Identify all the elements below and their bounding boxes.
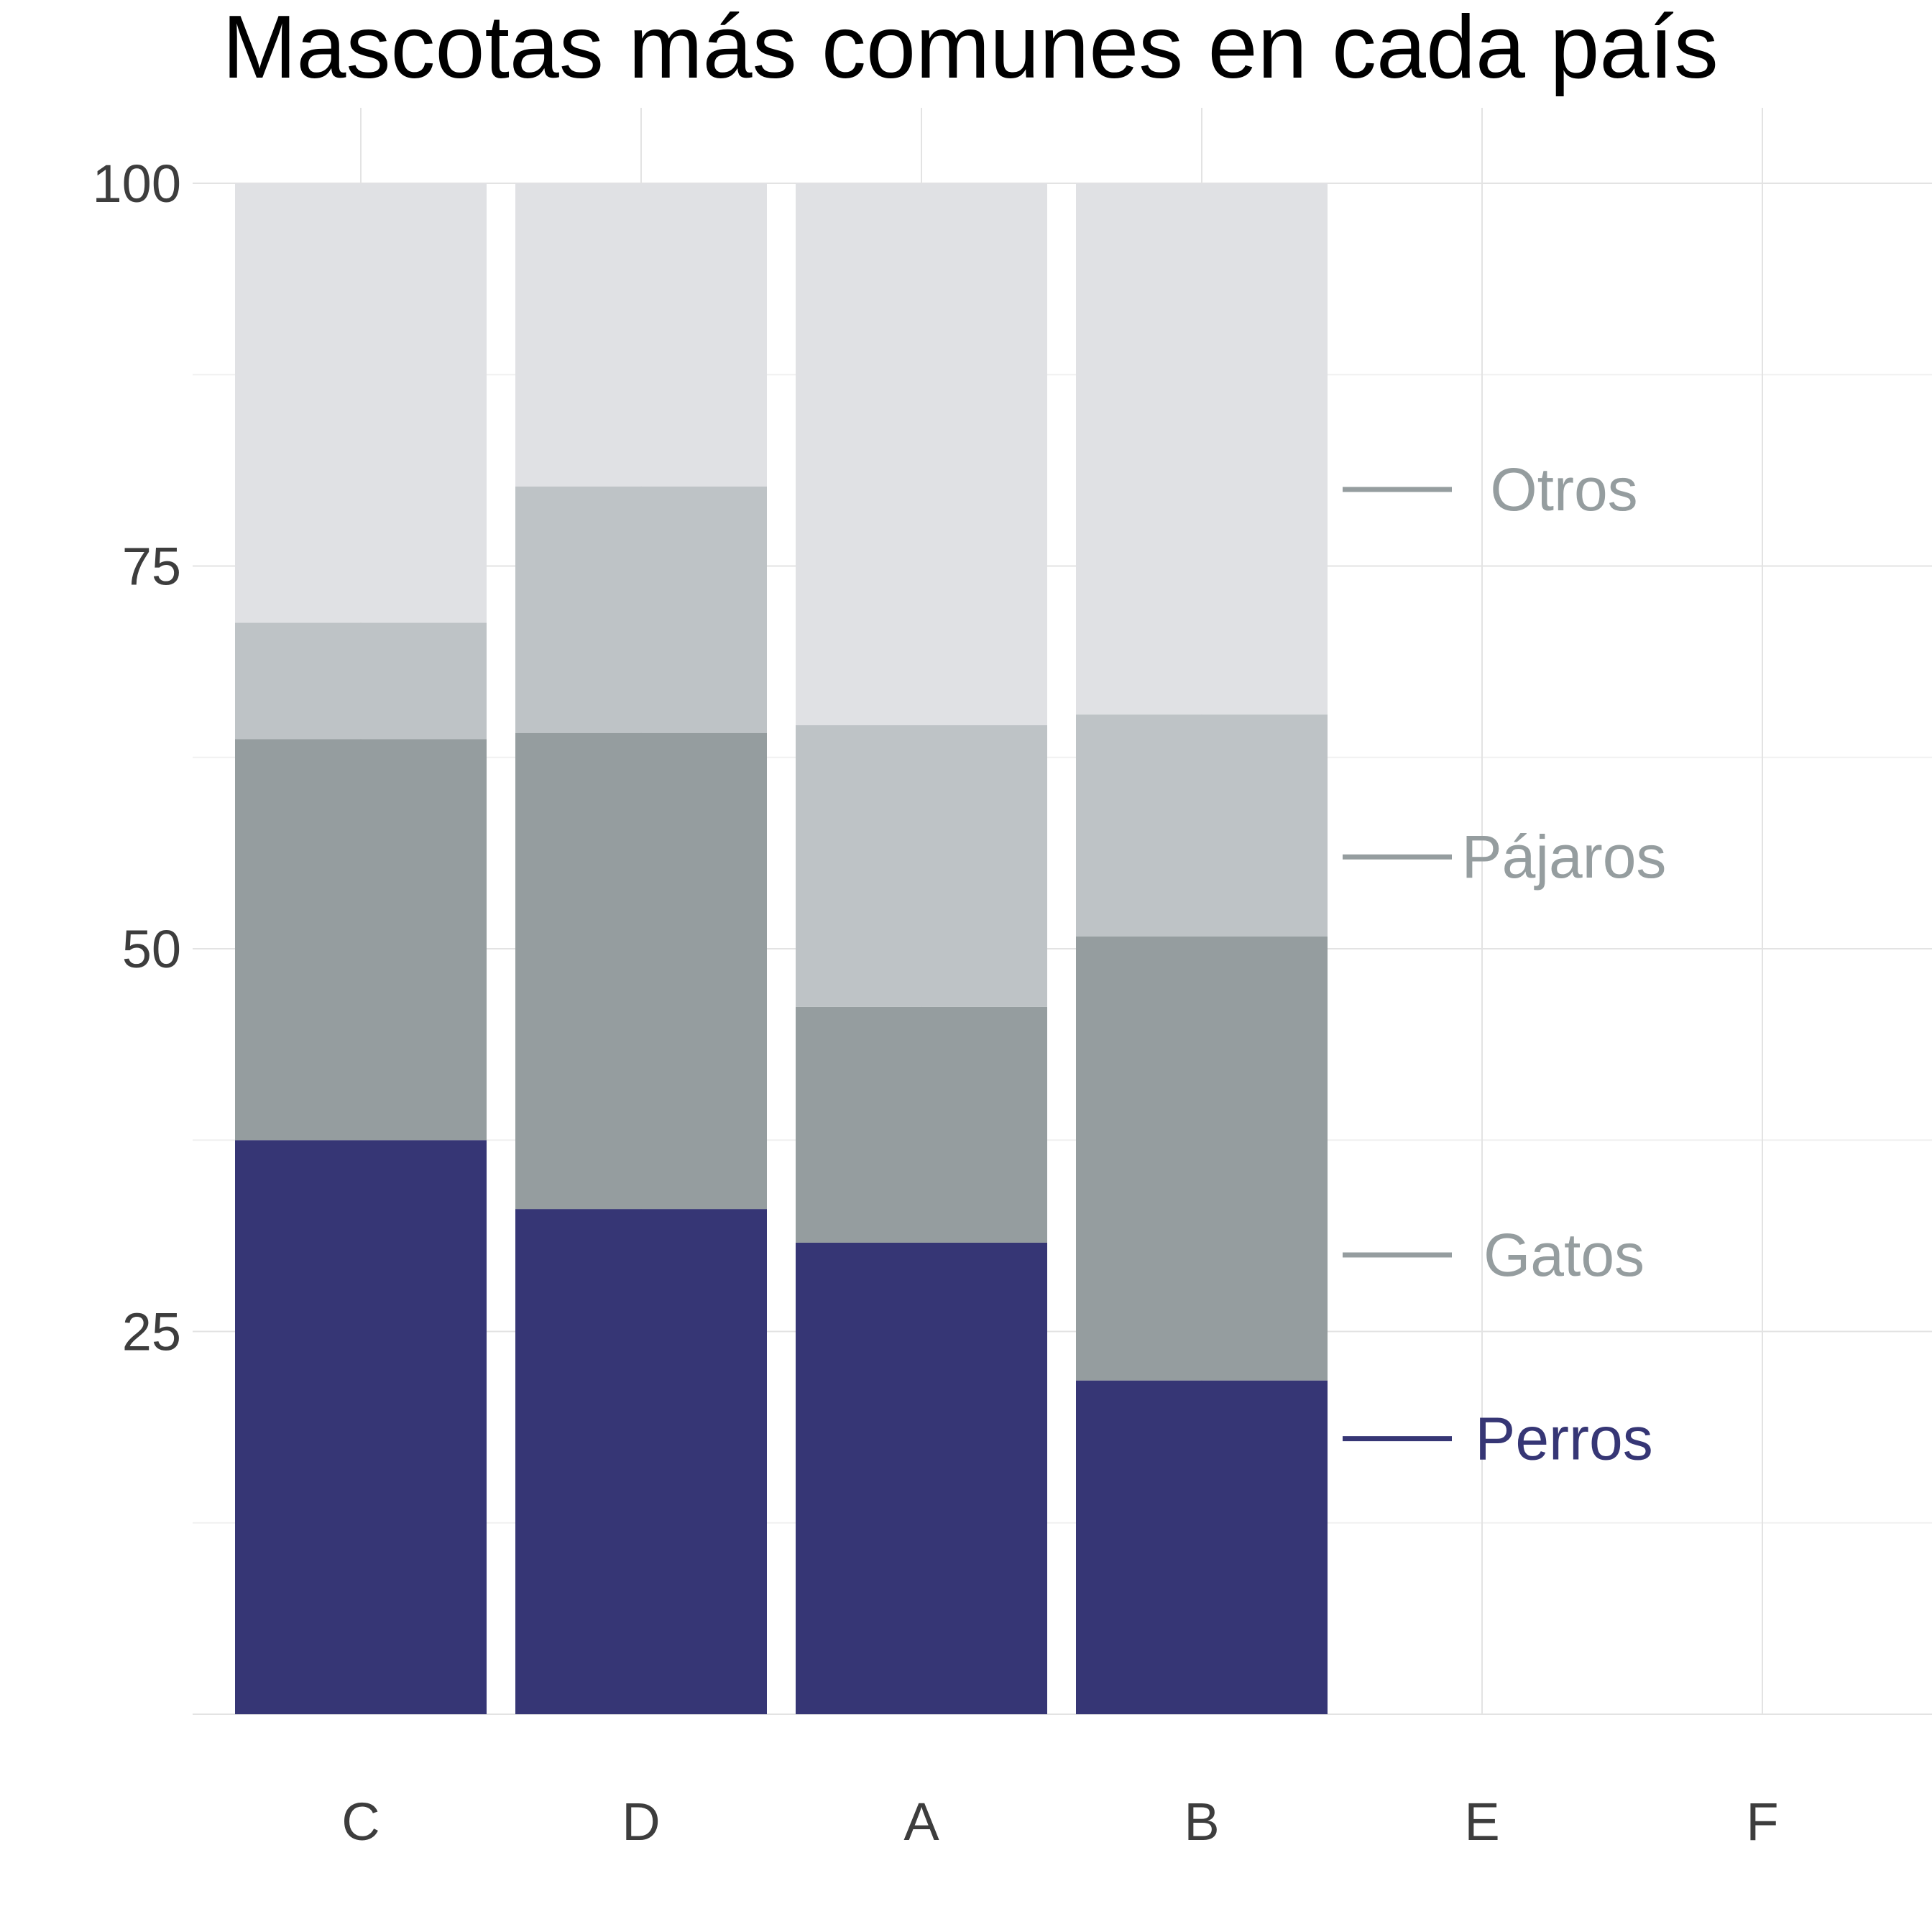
bar-segment-perros-d — [515, 1209, 767, 1714]
bar-segment-gatos-b — [1076, 936, 1328, 1381]
bar-segment-otros-c — [235, 183, 487, 623]
y-axis-ticks: 25 50 75 100 — [93, 154, 181, 1362]
bars — [235, 183, 1328, 1714]
bar-segment-pájaros-a — [796, 725, 1047, 1007]
bar-segment-pájaros-b — [1076, 714, 1328, 937]
series-label: Gatos — [1484, 1221, 1644, 1289]
y-tick-label: 100 — [93, 154, 181, 213]
chart-title: Mascotas más comunes en cada país — [222, 0, 1718, 97]
series-labels: Perros Gatos Pájaros Otros — [1343, 456, 1666, 1473]
y-tick-label: 25 — [122, 1302, 181, 1362]
bar-segment-gatos-d — [515, 732, 767, 1210]
x-tick-label: F — [1746, 1792, 1778, 1852]
y-tick-label: 50 — [122, 919, 181, 979]
bar-segment-perros-a — [796, 1242, 1047, 1714]
bar-segment-perros-c — [235, 1140, 487, 1714]
bar-segment-perros-b — [1076, 1380, 1328, 1714]
y-tick-label: 75 — [122, 537, 181, 597]
bar-segment-gatos-c — [235, 739, 487, 1141]
bar-segment-otros-b — [1076, 183, 1328, 715]
x-tick-label: A — [903, 1792, 939, 1852]
bar-segment-otros-d — [515, 183, 767, 487]
series-label: Perros — [1475, 1405, 1652, 1473]
bar-segment-pájaros-d — [515, 486, 767, 733]
x-tick-label: D — [622, 1792, 660, 1852]
series-label: Otros — [1490, 456, 1637, 523]
x-tick-label: B — [1184, 1792, 1219, 1852]
bar-segment-otros-a — [796, 183, 1047, 726]
x-tick-label: C — [341, 1792, 380, 1852]
series-label: Pájaros — [1462, 823, 1667, 891]
x-tick-label: E — [1464, 1792, 1499, 1852]
bar-segment-gatos-a — [796, 1006, 1047, 1243]
bar-segment-pájaros-c — [235, 622, 487, 740]
